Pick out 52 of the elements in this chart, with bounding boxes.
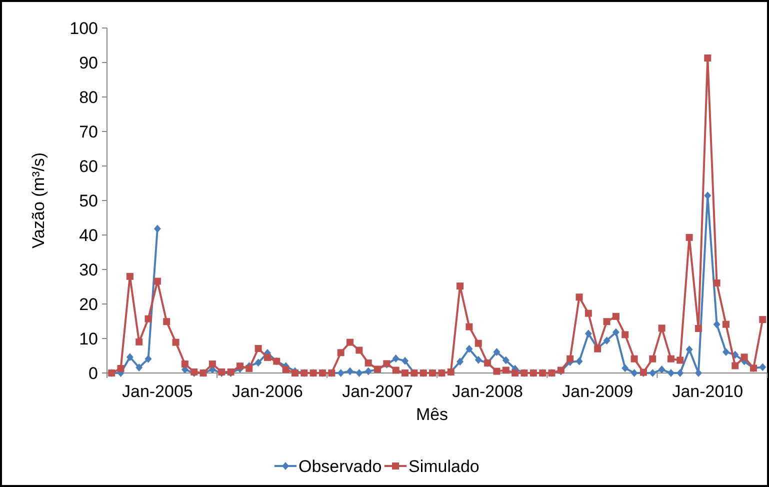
point [694,369,702,377]
y-tick-label: 50 [79,191,98,210]
point [356,369,363,377]
y-tick-label: 40 [79,226,98,245]
legend-label: Simulado [408,456,480,476]
point [474,356,482,364]
point [502,356,510,364]
point [667,369,674,377]
point [584,330,592,338]
x-axis-title: Mês [416,405,448,424]
point [154,224,161,233]
y-tick-label: 100 [70,18,98,38]
x-tick-label: Jan-2007 [342,382,413,401]
point [337,369,344,377]
point [622,364,629,372]
point [346,367,354,376]
y-tick-label: 0 [88,364,98,383]
point [144,354,152,363]
point [254,358,262,367]
point [364,367,372,376]
point [392,354,400,363]
point [722,348,730,356]
point [493,348,500,356]
point [612,328,620,336]
y-tick-label: 20 [79,294,98,314]
y-tick-label: 60 [79,156,98,176]
x-tick-label: Jan-2010 [672,382,744,401]
point [630,369,638,377]
point [126,353,134,362]
point [466,344,473,353]
y-tick-label: 70 [79,122,98,142]
y-tick-label: 90 [79,53,98,72]
legend-label: Observado [298,456,382,476]
point [649,369,656,377]
x-tick-label: Jan-2008 [452,382,523,401]
x-tick-label: Jan-2005 [122,382,193,401]
point [686,346,693,354]
point [402,356,409,365]
y-tick-label: 30 [79,260,98,280]
point [136,363,143,372]
point [676,369,684,377]
point [576,357,583,366]
x-tick-label: Jan-2006 [232,382,303,401]
y-tick-label: 80 [79,88,98,107]
point [603,336,610,345]
point [713,320,720,328]
point [456,358,464,366]
y-axis-title: Vazão (m³/s) [29,152,48,249]
point [759,363,766,372]
y-tick-label: 10 [79,329,98,348]
point [658,366,666,374]
x-tick-label: Jan-2009 [562,382,634,401]
